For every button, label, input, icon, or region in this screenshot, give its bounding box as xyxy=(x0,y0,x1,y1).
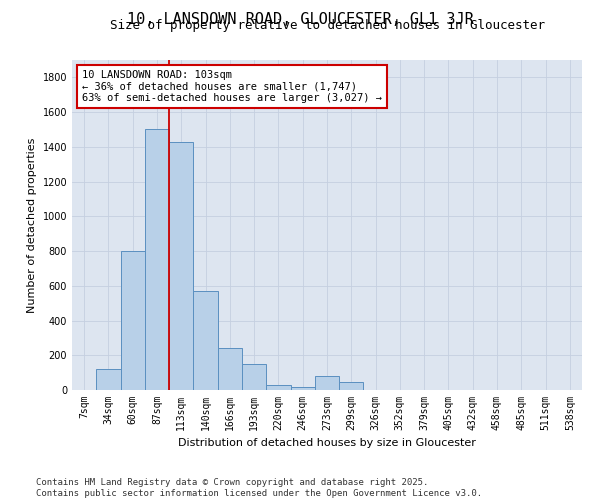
Text: 10, LANSDOWN ROAD, GLOUCESTER, GL1 3JR: 10, LANSDOWN ROAD, GLOUCESTER, GL1 3JR xyxy=(127,12,473,28)
Bar xyxy=(290,386,315,390)
Bar xyxy=(218,348,242,390)
Title: Size of property relative to detached houses in Gloucester: Size of property relative to detached ho… xyxy=(110,20,545,32)
Text: 10 LANSDOWN ROAD: 103sqm
← 36% of detached houses are smaller (1,747)
63% of sem: 10 LANSDOWN ROAD: 103sqm ← 36% of detach… xyxy=(82,70,382,103)
Bar xyxy=(96,369,121,390)
Bar xyxy=(193,291,218,390)
Bar xyxy=(169,142,193,390)
X-axis label: Distribution of detached houses by size in Gloucester: Distribution of detached houses by size … xyxy=(178,438,476,448)
Bar xyxy=(315,376,339,390)
Bar xyxy=(145,130,169,390)
Bar xyxy=(242,364,266,390)
Bar xyxy=(121,251,145,390)
Bar xyxy=(339,382,364,390)
Bar xyxy=(266,385,290,390)
Text: Contains HM Land Registry data © Crown copyright and database right 2025.
Contai: Contains HM Land Registry data © Crown c… xyxy=(36,478,482,498)
Y-axis label: Number of detached properties: Number of detached properties xyxy=(27,138,37,312)
